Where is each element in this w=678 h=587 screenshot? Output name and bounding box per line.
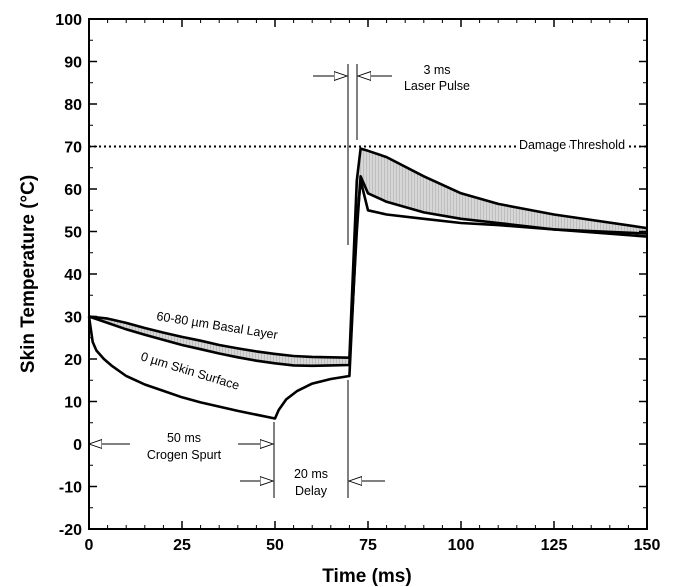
y-tick-label: -20: [59, 522, 82, 539]
x-tick-labels: 0 25 50 75 100 125 150: [85, 537, 661, 554]
basal-layer-60um-line: [88, 147, 648, 359]
y-tick-label: -10: [59, 480, 82, 497]
y-tick-label: 80: [64, 97, 82, 114]
cryogen-value: 50 ms: [167, 431, 201, 445]
x-tick-label: 0: [85, 537, 94, 554]
series-layer: [87, 147, 648, 420]
x-tick-label: 50: [266, 537, 284, 554]
pulse-value: 3 ms: [423, 63, 450, 77]
damage-threshold-label: Damage Threshold: [519, 138, 625, 152]
y-tick-label: 70: [64, 140, 82, 157]
x-tick-label: 125: [541, 537, 568, 554]
y-tick-label: 30: [64, 310, 82, 327]
x-tick-label: 150: [634, 537, 661, 554]
delay-value: 20 ms: [294, 467, 328, 481]
axis-ticks: [88, 18, 648, 530]
y-tick-label: 40: [64, 267, 82, 284]
x-axis-title: Time (ms): [322, 566, 411, 587]
y-tick-label: 90: [64, 55, 82, 72]
delay-label: Delay: [295, 484, 328, 498]
basal-layer-band: [89, 148, 647, 366]
x-tick-label: 25: [173, 537, 191, 554]
y-tick-label: 0: [73, 437, 82, 454]
basal-layer-80um-line: [88, 175, 648, 368]
x-tick-label: 75: [359, 537, 377, 554]
pulse-label: Laser Pulse: [404, 79, 470, 93]
skin-surface-line: [87, 179, 648, 420]
y-tick-labels: -20 -10 0 10 20 30 40 50 60 70 80 90 100: [55, 12, 82, 539]
cryogen-label: Crogen Spurt: [147, 448, 222, 462]
x-tick-label: 100: [448, 537, 475, 554]
y-tick-label: 100: [55, 12, 82, 29]
y-tick-label: 10: [64, 395, 82, 412]
basal-layer-band-area: [89, 148, 647, 366]
y-tick-label: 60: [64, 182, 82, 199]
y-axis-title: Skin Temperature (°C): [18, 175, 39, 373]
y-tick-label: 50: [64, 225, 82, 242]
y-tick-label: 20: [64, 352, 82, 369]
